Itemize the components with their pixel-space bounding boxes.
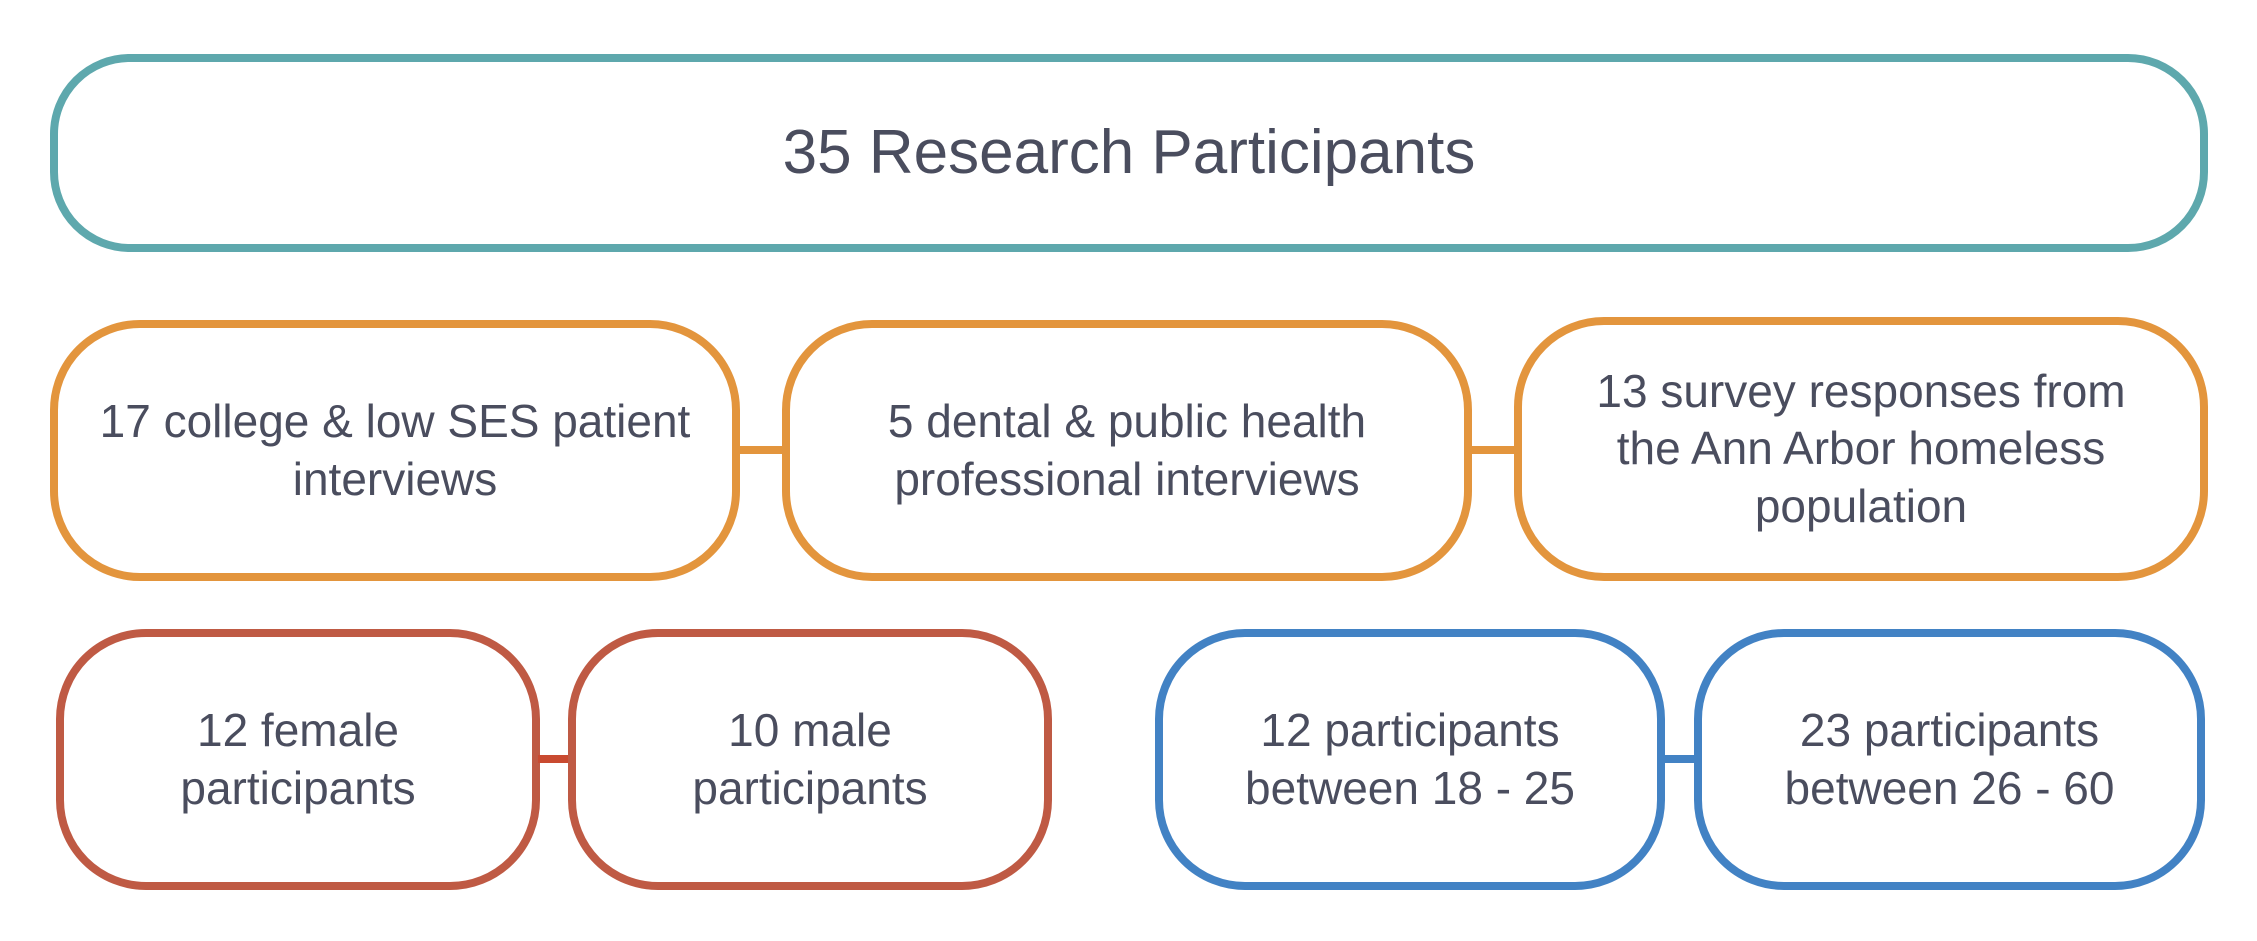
survey-responses-label: 13 survey responses from the Ann Arbor h…: [1596, 363, 2125, 536]
patient-interviews-label: 17 college & low SES patient interviews: [100, 393, 691, 508]
patient-interviews-box: 17 college & low SES patient interviews: [50, 320, 740, 581]
age-26-60-box: 23 participants between 26 - 60: [1694, 629, 2205, 890]
age-26-60-label: 23 participants between 26 - 60: [1785, 702, 2115, 817]
male-participants-label: 10 male participants: [692, 702, 927, 817]
age-18-25-label: 12 participants between 18 - 25: [1245, 702, 1575, 817]
middle-connector-1: [738, 446, 784, 454]
middle-connector-2: [1470, 446, 1516, 454]
age-18-25-box: 12 participants between 18 - 25: [1155, 629, 1665, 890]
total-participants-label: 35 Research Participants: [783, 114, 1476, 192]
professional-interviews-box: 5 dental & public health professional in…: [782, 320, 1472, 581]
total-participants-box: 35 Research Participants: [50, 54, 2208, 252]
female-participants-label: 12 female participants: [180, 702, 415, 817]
gender-connector: [538, 755, 570, 763]
professional-interviews-label: 5 dental & public health professional in…: [888, 393, 1366, 508]
survey-responses-box: 13 survey responses from the Ann Arbor h…: [1514, 317, 2208, 581]
male-participants-box: 10 male participants: [568, 629, 1052, 890]
female-participants-box: 12 female participants: [56, 629, 540, 890]
age-connector: [1663, 755, 1696, 763]
